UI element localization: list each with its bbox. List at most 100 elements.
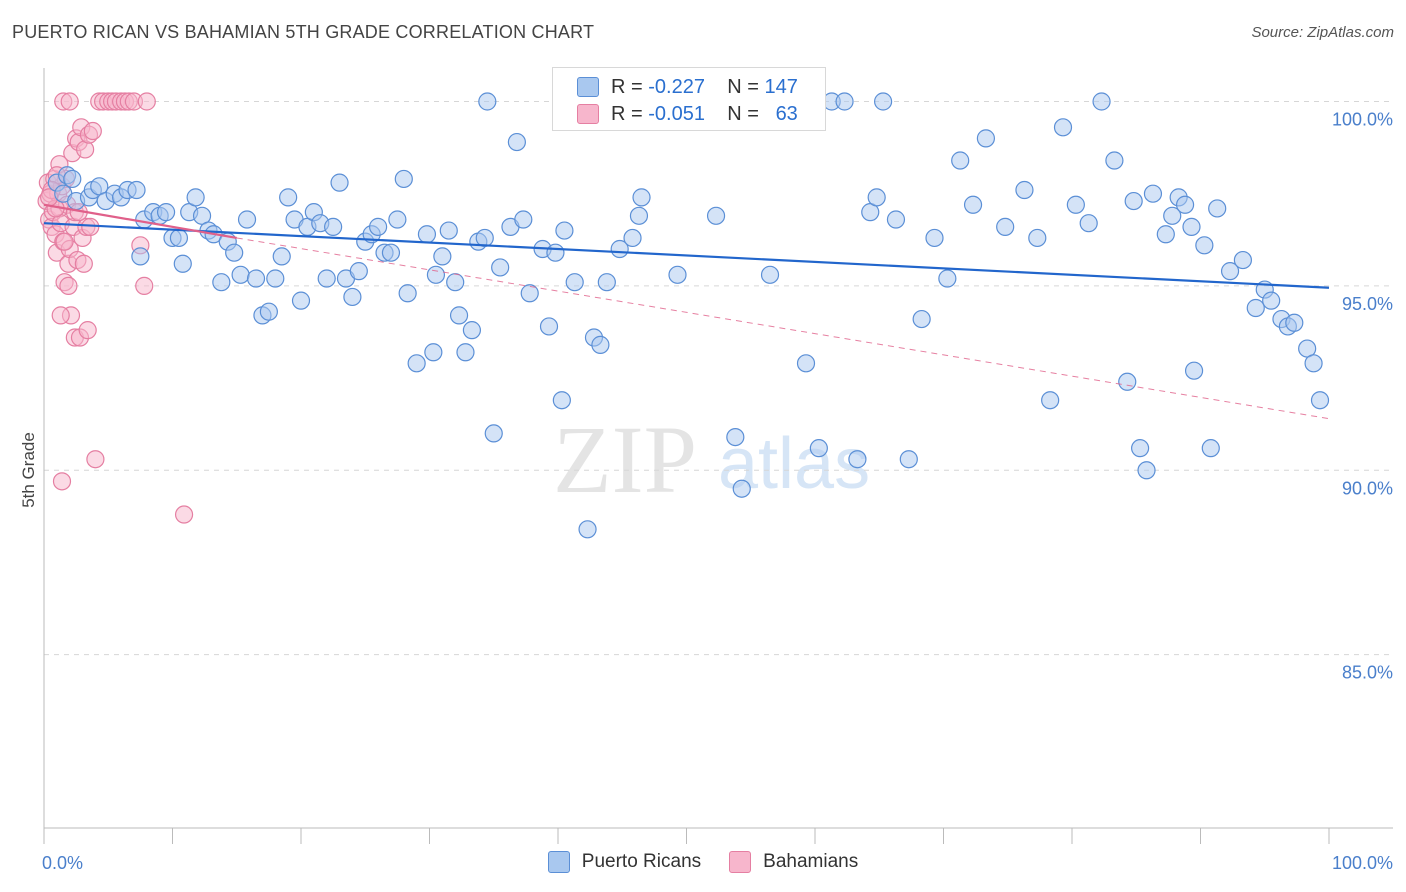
puerto-ricans-point: [1041, 391, 1060, 410]
puerto-ricans-point: [668, 265, 687, 284]
puerto-ricans-point: [349, 262, 368, 281]
puerto-ricans-point: [835, 92, 854, 111]
watermark-zip: ZIP: [553, 406, 697, 513]
puerto-ricans-point: [632, 188, 651, 207]
puerto-ricans-point: [1092, 92, 1111, 111]
chart-title: PUERTO RICAN VS BAHAMIAN 5TH GRADE CORRE…: [12, 22, 595, 42]
legend-n-label: N =: [727, 102, 759, 125]
puerto-ricans-point: [796, 354, 816, 373]
bahamians-point: [60, 92, 79, 111]
puerto-ricans-point: [760, 265, 780, 284]
puerto-ricans-point: [1304, 354, 1323, 373]
legend-item-puerto-ricans: Puerto Ricans: [547, 851, 701, 873]
puerto-ricans-point: [169, 228, 189, 248]
puerto-ricans-point: [925, 228, 944, 248]
puerto-ricans-point: [1175, 195, 1195, 214]
puerto-ricans-point: [127, 180, 146, 200]
puerto-ricans-point: [317, 269, 336, 288]
watermark: ZIP atlas: [553, 406, 870, 513]
y-axis-label: 5th Grade: [19, 432, 38, 508]
puerto-ricans-point: [996, 217, 1015, 236]
puerto-ricans-point: [726, 427, 745, 447]
y-tick-label: 90.0%: [1342, 478, 1393, 498]
puerto-ricans-point: [1028, 228, 1047, 248]
bahamians-point: [59, 276, 78, 295]
puerto-ricans-point: [426, 265, 446, 284]
legend-label-bahamians: Bahamians: [763, 851, 859, 872]
puerto-ricans-point: [266, 269, 285, 288]
puerto-ricans-point: [1143, 184, 1163, 203]
puerto-ricans-point: [131, 247, 150, 266]
puerto-ricans-point: [156, 203, 176, 222]
legend-n-value: 63: [775, 102, 798, 125]
puerto-ricans-point: [1184, 361, 1204, 380]
y-tick-labels: 100.0% 95.0% 90.0% 85.0%: [1332, 110, 1393, 683]
puerto-ricans-point: [1079, 214, 1098, 233]
bahamians-point: [83, 121, 102, 141]
puerto-ricans-point: [272, 247, 291, 266]
puerto-ricans-point: [237, 210, 257, 229]
puerto-ricans-point: [565, 273, 584, 292]
source-label: Source: ZipAtlas.com: [1251, 24, 1394, 41]
puerto-ricans-point: [867, 188, 886, 207]
bahamians-point: [78, 321, 97, 340]
puerto-ricans-point: [899, 450, 918, 469]
puerto-ricans-point: [1118, 372, 1137, 391]
puerto-ricans-point: [1137, 461, 1156, 480]
puerto-ricans-point: [1053, 118, 1073, 137]
stats-legend: R = -0.227 N = 147 R = -0.051 N = 63: [552, 67, 826, 131]
puerto-ricans-point: [417, 225, 437, 244]
puerto-ricans-point: [63, 169, 82, 189]
puerto-ricans-point: [475, 228, 494, 248]
puerto-ricans-point: [1182, 217, 1201, 236]
puerto-ricans-point: [951, 151, 970, 170]
bahamians-point: [52, 472, 72, 491]
puerto-ricans-point: [381, 243, 401, 262]
puerto-ricans-point: [186, 188, 205, 207]
puerto-ricans-point: [1285, 313, 1304, 332]
puerto-ricans-point: [478, 92, 497, 111]
puerto-ricans-point: [1201, 439, 1220, 458]
puerto-ricans-point: [291, 291, 311, 310]
legend-swatch-pink: [729, 851, 752, 873]
legend-r-label: R =: [611, 75, 643, 98]
bahamians-trend-line: [43, 203, 237, 240]
puerto-ricans-point: [394, 169, 413, 189]
legend-r-label: R =: [611, 102, 643, 125]
bahamians-point: [55, 232, 74, 251]
puerto-ricans-point: [462, 321, 482, 340]
y-tick-label: 85.0%: [1342, 663, 1393, 683]
puerto-ricans-point: [1220, 262, 1240, 281]
puerto-ricans-point: [514, 210, 533, 229]
puerto-ricans-point: [912, 309, 931, 329]
legend-swatch-blue: [577, 77, 599, 97]
puerto-ricans-point: [874, 92, 893, 111]
y-tick-label: 95.0%: [1342, 294, 1393, 314]
puerto-ricans-point: [324, 217, 343, 236]
puerto-ricans-trend-line: [43, 222, 1330, 289]
bahamians-point: [86, 450, 105, 469]
puerto-ricans-point: [1156, 225, 1175, 244]
puerto-ricans-point: [507, 132, 526, 152]
puerto-ricans-point: [388, 210, 407, 229]
puerto-ricans-point: [369, 217, 388, 236]
legend-item-bahamians: Bahamians: [729, 851, 858, 873]
puerto-ricans-point: [1208, 199, 1227, 218]
puerto-ricans-point: [173, 254, 192, 273]
legend-swatch-pink: [577, 104, 599, 124]
bahamians-point: [135, 276, 154, 295]
puerto-ricans-point: [212, 273, 231, 292]
puerto-ricans-point: [1262, 291, 1281, 310]
puerto-ricans-point: [848, 450, 867, 469]
puerto-ricans-point: [1105, 151, 1124, 170]
puerto-ricans-point: [520, 284, 539, 303]
puerto-ricans-point: [1310, 391, 1330, 410]
puerto-ricans-point: [449, 306, 469, 325]
puerto-ricans-point: [446, 273, 465, 292]
puerto-ricans-point: [343, 287, 362, 307]
legend-row-bahamians: R = -0.051 N = 63: [577, 101, 798, 127]
puerto-ricans-point: [225, 243, 244, 262]
puerto-ricans-point: [1246, 298, 1265, 318]
y-tick-label: 100.0%: [1332, 110, 1393, 130]
